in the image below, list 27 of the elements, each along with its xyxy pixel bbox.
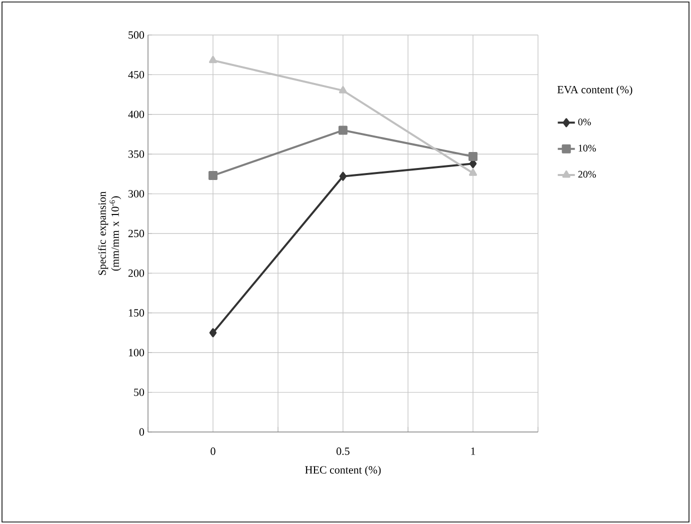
- point: [468, 168, 478, 176]
- point: [208, 171, 218, 180]
- legend-label: 20%: [578, 170, 596, 178]
- y-tick-label: 400: [128, 110, 144, 118]
- y-tick-label: 200: [128, 269, 144, 277]
- x-tick-label: 1: [471, 448, 476, 455]
- y-tick-label: 350: [128, 150, 144, 158]
- point: [209, 328, 217, 338]
- y-tick-label: 450: [128, 70, 144, 78]
- legend-label: 10%: [578, 144, 596, 152]
- x-tick-label: 0.5: [336, 448, 350, 455]
- y-tick-label: 0: [139, 428, 144, 436]
- x-axis-title: HEC content (%): [305, 466, 381, 476]
- legend-label: 0%: [578, 118, 591, 126]
- y-tick-label: 250: [128, 230, 144, 238]
- legend-title: EVA content (%): [557, 86, 632, 96]
- point: [338, 126, 348, 135]
- y-tick-label: 100: [128, 348, 144, 356]
- y-tick-label: 500: [128, 31, 144, 39]
- x-tick-label: 0: [210, 448, 216, 455]
- point: [468, 152, 478, 161]
- point: [339, 172, 347, 181]
- point: [338, 86, 348, 94]
- y-tick-label: 50: [134, 388, 144, 396]
- y-tick-label: 300: [128, 190, 144, 198]
- point: [208, 56, 218, 64]
- y-tick-label: 150: [128, 309, 144, 317]
